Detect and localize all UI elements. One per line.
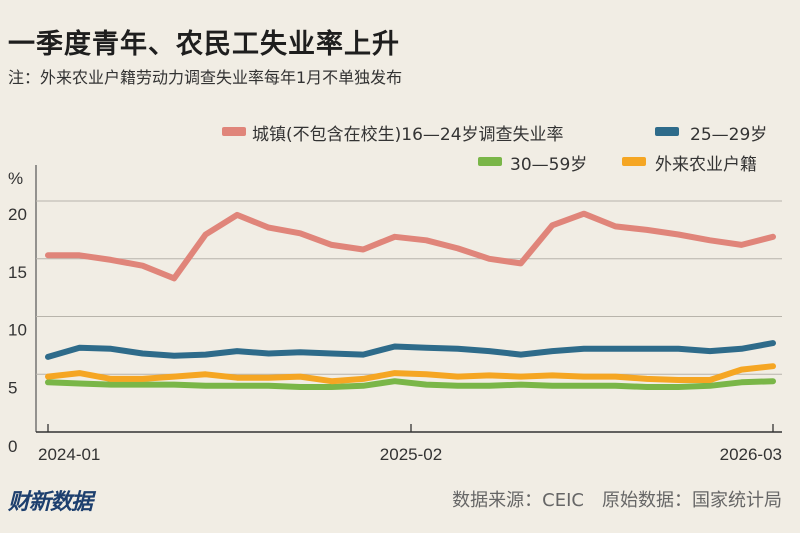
x-tick-label: 2026-03 [720, 445, 782, 464]
legend-swatch-25-29 [655, 127, 679, 136]
series-line-1 [45, 340, 776, 360]
caixin-data-logo: 财新数据 [8, 490, 93, 515]
legend-swatch-migrant [622, 157, 646, 166]
y-tick-label: 5 [8, 378, 17, 397]
series-line-3 [45, 363, 776, 385]
x-tick-label: 2024-01 [38, 445, 100, 464]
y-tick-label: 20 [8, 205, 27, 224]
y-tick-label: 0 [8, 437, 17, 456]
legend-label-migrant: 外来农业户籍 [655, 155, 757, 175]
chart-title: 一季度青年、农民工失业率上升 [8, 29, 400, 60]
legend-label-youth: 城镇(不包含在校生)16—24岁调查失业率 [252, 125, 564, 145]
series-line-2 [45, 378, 776, 390]
chart-note: 注：外来农业户籍劳动力调查失业率每年1月不单独发布 [8, 68, 403, 87]
legend-swatch-30-59 [478, 157, 502, 166]
legend-swatch-youth [222, 127, 246, 136]
y-tick-label: 15 [8, 263, 27, 282]
y-tick-label: 10 [8, 321, 27, 340]
series-line-0 [45, 210, 776, 282]
legend-label-25-29: 25—29岁 [690, 125, 768, 145]
data-source: 数据来源：CEIC 原始数据：国家统计局 [452, 490, 782, 511]
y-axis-unit: % [8, 169, 23, 188]
legend-label-30-59: 30—59岁 [510, 155, 588, 175]
x-tick-label: 2025-02 [380, 445, 442, 464]
